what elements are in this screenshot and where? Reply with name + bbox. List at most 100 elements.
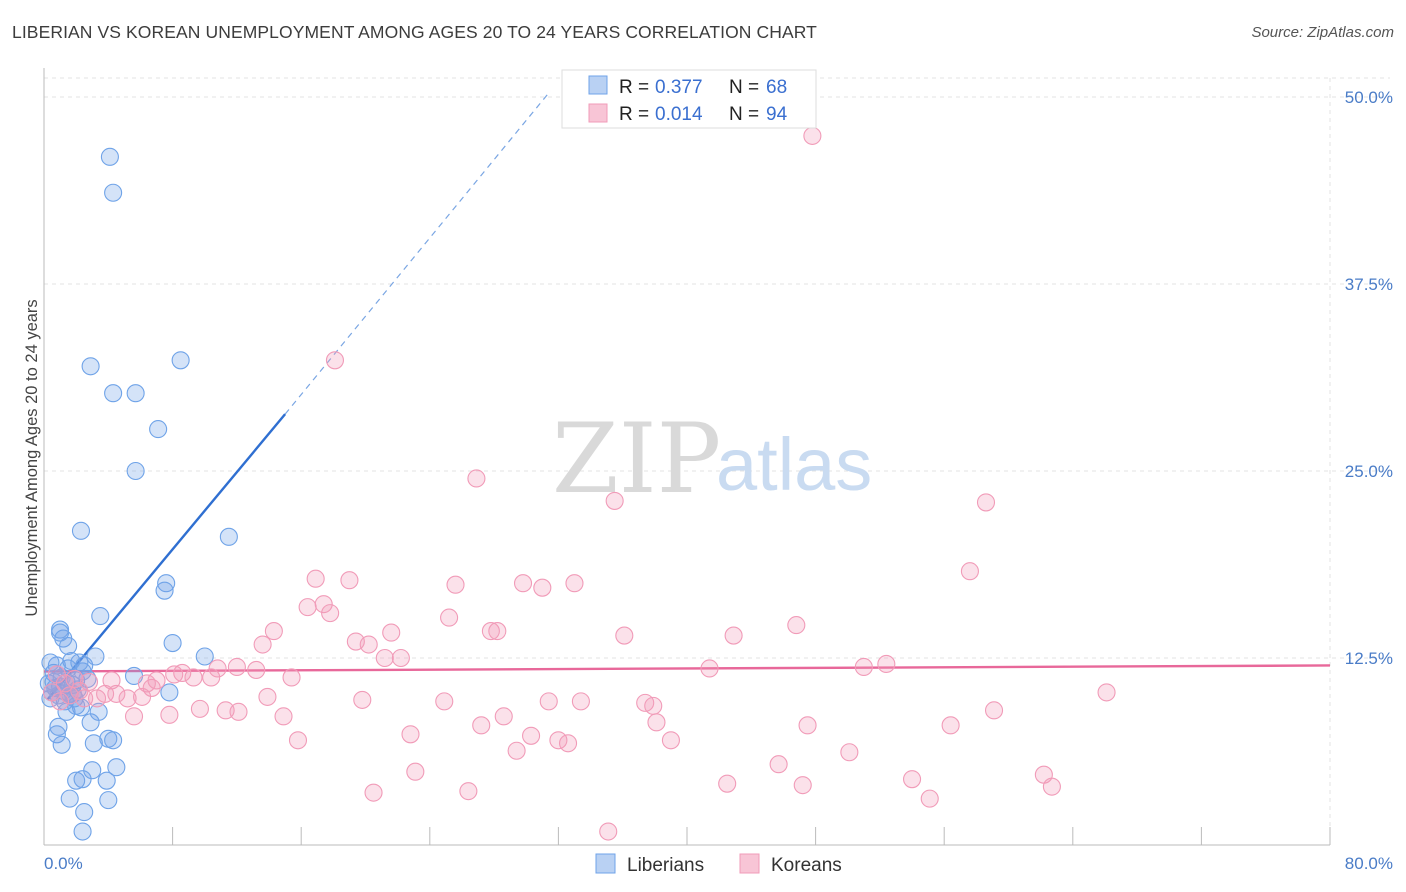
korean-point-33 — [274, 707, 293, 726]
korean-point-54 — [459, 782, 478, 801]
liberian-point-47 — [73, 822, 92, 841]
korean-point-61 — [513, 574, 533, 593]
korean-point-31 — [258, 687, 277, 706]
korean-point-35 — [288, 731, 308, 750]
korean-point-48 — [391, 648, 410, 668]
korean-point-62 — [522, 726, 541, 745]
korean-point-49 — [401, 725, 420, 744]
korean-point-21 — [173, 663, 192, 683]
liberian-point-56 — [149, 420, 168, 439]
korean-point-38 — [314, 595, 333, 614]
bottom-legend-swatch-koreans — [739, 853, 760, 874]
liberian-point-65 — [51, 623, 70, 642]
korean-point-30 — [253, 635, 272, 654]
watermark-atlas: atlas — [716, 423, 872, 506]
korean-point-50 — [406, 762, 425, 781]
liberian-point-23 — [47, 725, 66, 744]
korean-point-89 — [960, 562, 979, 581]
korean-point-13 — [118, 689, 137, 708]
korean-point-81 — [793, 776, 812, 795]
korean-point-40 — [325, 351, 345, 370]
korean-point-66 — [558, 734, 578, 753]
korean-point-32 — [264, 622, 283, 641]
liberian-point-46 — [99, 791, 118, 810]
liberian-point-26 — [59, 636, 78, 656]
y-tick-label-2: 37.5% — [1345, 275, 1393, 294]
liberian-point-27 — [49, 717, 68, 736]
liberian-point-54 — [126, 384, 145, 403]
korean-point-23 — [190, 699, 209, 718]
liberian-point-60 — [155, 581, 174, 600]
y-axis-label: Unemployment Among Ages 20 to 24 years — [23, 299, 41, 616]
korean-point-84 — [854, 657, 873, 677]
chart-title: LIBERIAN VS KOREAN UNEMPLOYMENT AMONG AG… — [12, 22, 817, 42]
y-tick-label-3: 50.0% — [1345, 88, 1393, 107]
korean-point-82 — [798, 716, 817, 735]
data-points — [39, 126, 1116, 841]
liberian-point-43 — [60, 789, 79, 808]
korean-point-95 — [803, 126, 822, 145]
liberian-point-36 — [89, 702, 108, 721]
korean-point-4 — [60, 686, 79, 705]
korean-point-60 — [507, 741, 526, 760]
korean-point-83 — [840, 743, 859, 762]
korean-point-2 — [51, 692, 70, 711]
source-label: Source: ZipAtlas.com — [1251, 24, 1394, 41]
korean-point-67 — [565, 574, 584, 593]
korean-point-69 — [599, 822, 618, 841]
korean-point-63 — [533, 578, 552, 597]
axes — [43, 68, 1331, 846]
korean-point-85 — [877, 654, 896, 674]
x-tick-label-1: 80.0% — [1345, 854, 1393, 873]
korean-point-12 — [107, 684, 126, 703]
korean-point-86 — [902, 770, 922, 789]
liberian-point-57 — [126, 461, 145, 481]
liberian-point-52 — [81, 357, 100, 376]
liberian-point-45 — [97, 771, 116, 790]
liberian-point-49 — [71, 521, 91, 540]
korean-point-8 — [79, 672, 99, 691]
korean-point-56 — [472, 716, 491, 735]
bottom-legend: Liberians Koreans — [595, 853, 842, 876]
liberian-point-41 — [67, 771, 86, 790]
korean-point-94 — [1097, 683, 1116, 702]
liberian-point-48 — [91, 607, 110, 626]
korean-point-58 — [488, 622, 507, 641]
korean-point-68 — [571, 692, 590, 711]
legend-n-value-1: 68 — [766, 77, 787, 98]
korean-point-64 — [539, 692, 558, 711]
korean-point-51 — [435, 692, 454, 711]
korean-point-90 — [976, 493, 996, 512]
korean-point-93 — [1042, 777, 1061, 796]
korean-point-87 — [920, 789, 939, 808]
korean-point-43 — [353, 690, 372, 709]
korean-point-5 — [65, 669, 84, 688]
liberian-point-34 — [86, 647, 105, 666]
korean-point-47 — [382, 623, 401, 642]
korean-point-19 — [160, 705, 179, 724]
liberian-trend-extension — [284, 90, 551, 415]
legend-swatch-koreans — [588, 103, 608, 123]
korean-point-3 — [55, 674, 74, 693]
legend-r-label-2: R = — [619, 104, 649, 125]
korean-trend-line — [43, 664, 1331, 673]
korean-point-34 — [282, 668, 301, 687]
korean-point-7 — [75, 689, 94, 708]
korean-point-70 — [605, 491, 624, 510]
liberian-point-28 — [52, 735, 71, 754]
legend-r-label-1: R = — [619, 77, 649, 98]
korean-point-77 — [718, 774, 737, 793]
korean-point-39 — [321, 604, 340, 623]
liberian-point-59 — [157, 574, 176, 593]
liberian-point-61 — [163, 633, 182, 653]
korean-point-76 — [700, 659, 719, 678]
y-tick-label-0: 12.5% — [1345, 649, 1393, 668]
bottom-legend-koreans: Koreans — [771, 855, 842, 876]
liberian-point-58 — [219, 527, 238, 546]
liberian-point-44 — [75, 803, 94, 822]
korean-point-79 — [769, 755, 788, 774]
bottom-legend-liberians: Liberians — [627, 855, 704, 876]
korean-point-55 — [467, 469, 486, 488]
liberian-point-38 — [104, 731, 123, 750]
